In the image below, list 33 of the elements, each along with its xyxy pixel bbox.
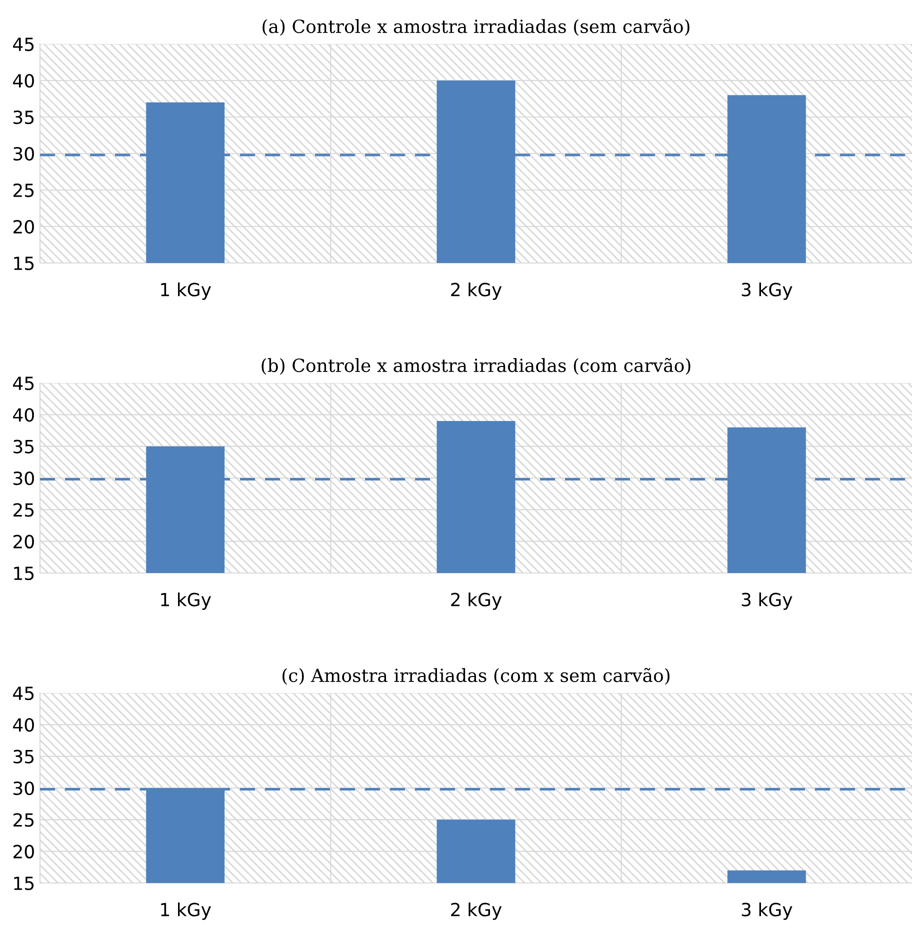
x-tick-label: 3 kGy [742,282,792,300]
y-tick-label: 45 [13,38,34,52]
y-tick-label: 25 [13,183,34,198]
y-tick-label: 15 [14,876,34,890]
y-tick-label: 40 [13,74,34,88]
y-tick-label: 35 [14,440,34,454]
x-tick-label: 2 kGy [451,592,502,610]
y-tick-label: 15 [14,566,34,580]
y-tick-label: 45 [13,686,34,700]
chart-title: (c) Amostra irradiadas (com x sem carvão) [282,668,670,685]
x-tick-label: 2 kGy [451,282,502,300]
y-tick-label: 30 [14,471,34,486]
x-tick-label: 2 kGy [451,902,502,920]
y-tick-label: 25 [13,503,34,517]
y-tick-label: 30 [14,781,34,796]
y-tick-label: 35 [14,750,34,764]
x-tick-label: 1 kGy [161,282,211,300]
y-tick-label: 45 [13,376,34,390]
chart-title: (b) Controle x amostra irradiadas (com carvão) [262,358,690,375]
y-tick-label: 15 [14,256,34,270]
y-tick-label: 20 [13,844,34,858]
y-tick-label: 20 [13,220,34,234]
x-tick-label: 3 kGy [742,902,792,920]
y-tick-label: 35 [14,110,34,124]
chart-title: (a) Controle x amostra irradiadas (sem carvão) [262,18,690,36]
x-tick-label: 3 kGy [742,592,792,610]
y-tick-label: 40 [13,718,34,732]
y-tick-label: 40 [13,408,34,422]
x-tick-label: 1 kGy [161,592,211,610]
x-tick-label: 1 kGy [161,902,211,920]
y-tick-label: 20 [13,534,34,548]
y-tick-label: 25 [13,813,34,827]
y-tick-label: 30 [14,146,34,161]
